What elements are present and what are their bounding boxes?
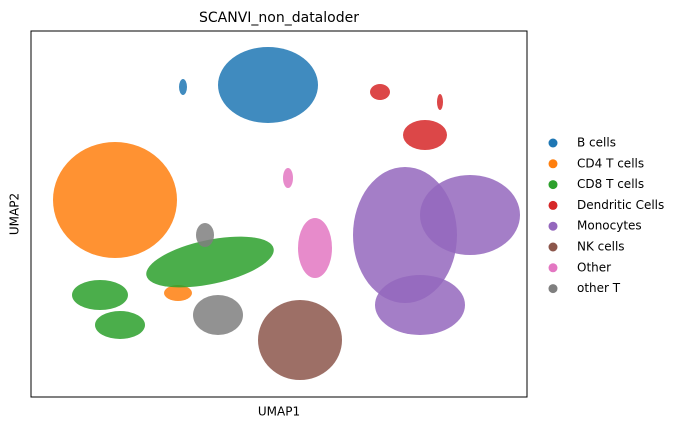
- cluster-region: [298, 218, 332, 278]
- cluster-region: [53, 142, 177, 258]
- cluster-region: [164, 285, 192, 301]
- legend-label: CD8 T cells: [577, 177, 644, 191]
- legend-marker: [548, 284, 558, 294]
- cluster-region: [370, 84, 390, 100]
- cluster-region: [196, 223, 214, 247]
- cluster-region: [193, 295, 243, 335]
- cluster-region: [218, 47, 318, 123]
- legend-marker: [548, 200, 558, 210]
- legend-label: NK cells: [577, 240, 625, 254]
- cluster-region: [375, 275, 465, 335]
- cluster-region: [72, 280, 128, 310]
- legend-label: Other: [577, 260, 611, 274]
- cluster-region: [179, 79, 187, 95]
- cluster-region: [437, 94, 443, 110]
- legend-marker: [548, 180, 558, 190]
- legend-marker: [548, 263, 558, 273]
- y-axis-label: UMAP2: [8, 193, 22, 235]
- cluster-region: [403, 120, 447, 150]
- legend-label: Monocytes: [577, 219, 642, 233]
- legend-label: other T: [577, 281, 621, 295]
- cluster-region: [95, 311, 145, 339]
- legend-marker: [548, 242, 558, 252]
- cluster-region: [420, 175, 520, 255]
- legend-label: Dendritic Cells: [577, 198, 664, 212]
- legend-label: B cells: [577, 136, 616, 150]
- legend-marker: [548, 138, 558, 148]
- cluster-region: [258, 300, 342, 380]
- chart-title: SCANVI_non_dataloder: [199, 10, 359, 26]
- cluster-region: [146, 236, 274, 288]
- legend-marker: [548, 159, 558, 169]
- plot-frame: [30, 30, 528, 398]
- cluster-region: [283, 168, 293, 188]
- x-axis-label: UMAP1: [258, 405, 300, 419]
- legend-marker: [548, 221, 558, 231]
- legend-label: CD4 T cells: [577, 156, 644, 170]
